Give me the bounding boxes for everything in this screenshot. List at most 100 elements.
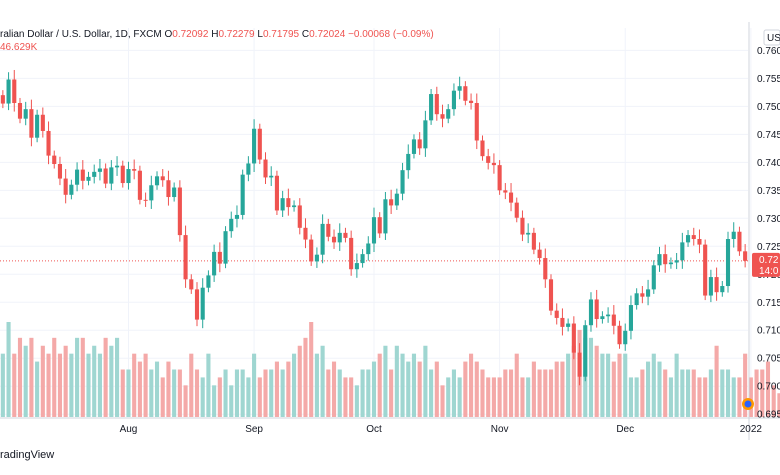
- high-value: 0.72279: [218, 29, 255, 40]
- volume-bar: [326, 369, 331, 417]
- volume-bar: [628, 377, 634, 417]
- candle-body: [703, 244, 708, 296]
- candle-body: [189, 279, 194, 290]
- low-label: L: [257, 29, 263, 40]
- volume-bar: [617, 353, 622, 417]
- candle-body: [714, 277, 719, 293]
- volume-bar: [474, 361, 479, 417]
- volume-bar: [394, 345, 399, 417]
- candle-body: [526, 232, 531, 235]
- candle-body: [725, 239, 731, 287]
- candle-body: [668, 262, 673, 265]
- price-tick-label: 0.760: [757, 46, 780, 57]
- tradingview-brand[interactable]: radingView: [0, 449, 55, 461]
- volume-bar: [97, 353, 102, 417]
- candle-body: [234, 214, 240, 219]
- price-tick-label: 0.700: [757, 382, 780, 393]
- candle-body: [417, 139, 422, 149]
- volume-bar: [571, 345, 576, 417]
- volume-bar: [309, 322, 314, 417]
- volume-bar: [263, 369, 268, 417]
- volume-bar: [434, 361, 439, 417]
- price-tick-label: 0.750: [757, 102, 780, 113]
- volume-bar: [149, 369, 154, 417]
- candle-body: [491, 162, 496, 166]
- low-value: 0.71795: [262, 29, 300, 40]
- candle-body: [497, 165, 502, 191]
- candle-body: [40, 114, 45, 131]
- volume-bar: [457, 377, 462, 417]
- volume-bar: [137, 361, 142, 417]
- volume-bar: [469, 353, 474, 417]
- volume-bar: [143, 353, 148, 417]
- price-tick-label: 0.755: [757, 74, 780, 85]
- volume-bar: [314, 353, 319, 417]
- volume-bar: [86, 353, 91, 417]
- candle-body: [394, 193, 399, 206]
- candle-body: [697, 239, 702, 245]
- volume-bar: [411, 353, 417, 417]
- candle-body: [194, 289, 200, 320]
- volume-bar: [234, 369, 240, 417]
- volume-bar: [674, 353, 679, 417]
- volume-bar: [663, 369, 668, 417]
- candle-body: [406, 153, 411, 171]
- volume-bar: [269, 369, 274, 417]
- price-tick-label: 0.735: [757, 186, 780, 197]
- volume-bar: [708, 369, 713, 417]
- volume-bar: [737, 377, 742, 417]
- last-price-value: 0.72: [759, 255, 779, 266]
- candle-body: [377, 217, 382, 234]
- volume-bar: [366, 369, 371, 417]
- volume-bar: [246, 377, 251, 417]
- price-tick-label: 0.725: [757, 242, 780, 253]
- ohlc-legend: ralian Dollar / U.S. Dollar, 1D, FXCM O0…: [0, 29, 434, 40]
- candle-body: [594, 299, 599, 320]
- volume-bar: [697, 377, 702, 417]
- volume-bar: [17, 337, 23, 417]
- volume-bar: [640, 369, 645, 417]
- candle-body: [223, 231, 228, 264]
- candle-body: [606, 314, 611, 317]
- volume-bar: [109, 345, 114, 417]
- last-price-countdown: 14:0: [759, 266, 779, 277]
- candle-body: [160, 176, 165, 181]
- volume-bar: [223, 369, 228, 417]
- volume-bar: [765, 361, 771, 417]
- volume-bar: [120, 369, 125, 417]
- volume-bar: [46, 353, 51, 417]
- volume-bar: [720, 369, 725, 417]
- volume-bar: [57, 353, 63, 417]
- candle-body: [474, 103, 479, 141]
- candle-body: [126, 169, 131, 184]
- volume-bar: [52, 337, 57, 417]
- candle-body: [252, 128, 257, 164]
- candle-body: [737, 231, 742, 252]
- candle-body: [257, 128, 262, 160]
- volume-bar: [297, 345, 302, 417]
- volume-bar: [177, 369, 182, 417]
- candle-body: [57, 164, 63, 179]
- volume-bar: [69, 353, 74, 417]
- volume-bar: [423, 345, 428, 417]
- volume-bar: [503, 369, 508, 417]
- volume-bar: [480, 369, 485, 417]
- volume-bar: [383, 345, 388, 417]
- candle-body: [657, 254, 662, 266]
- volume-bar: [6, 322, 11, 417]
- volume-bar: [35, 361, 40, 417]
- candle-body: [543, 258, 548, 280]
- candle-body: [400, 170, 405, 194]
- candle-body: [309, 239, 314, 262]
- candle-body: [646, 289, 651, 297]
- time-axis: Aug Sep Oct Nov Dec 2022: [0, 417, 780, 435]
- candle-body: [200, 287, 205, 320]
- volume-bar: [668, 377, 673, 417]
- volume-bar: [657, 361, 662, 417]
- candle-body: [206, 275, 211, 288]
- price-tick-label: 0.710: [757, 326, 780, 337]
- candle-body: [320, 223, 325, 255]
- volume-bar: [103, 337, 108, 417]
